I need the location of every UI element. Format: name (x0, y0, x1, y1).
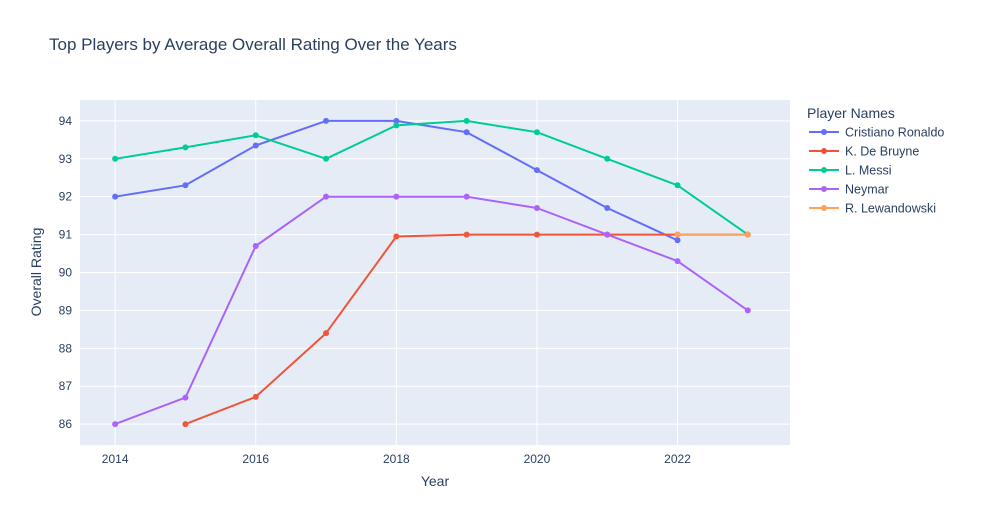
y-tick-labels: 86 87 88 89 90 91 92 93 94 (59, 114, 73, 431)
data-point (604, 231, 611, 238)
data-point (674, 231, 681, 238)
data-point (744, 307, 751, 314)
legend-item[interactable]: L. Messi (809, 164, 892, 178)
series-r-lewandowski (674, 231, 751, 238)
data-point (463, 117, 470, 124)
y-tick-label: 87 (59, 379, 73, 393)
y-axis-title: Overall Rating (28, 228, 44, 317)
x-tick-label: 2020 (524, 452, 551, 466)
data-point (323, 193, 330, 200)
data-point (252, 132, 259, 139)
series-line (114, 195, 749, 426)
series-l-messi (112, 117, 751, 238)
data-point (393, 117, 400, 124)
data-point (323, 117, 330, 124)
x-tick-label: 2014 (102, 452, 129, 466)
data-point (604, 205, 611, 212)
data-point (604, 155, 611, 162)
y-tick-label: 93 (59, 152, 73, 166)
y-tick-label: 90 (59, 266, 73, 280)
legend-item[interactable]: Cristiano Ronaldo (809, 126, 944, 140)
legend-swatch-marker (821, 167, 827, 173)
data-point (463, 129, 470, 136)
data-point (533, 129, 540, 136)
series-line (114, 119, 749, 236)
legend-item[interactable]: K. De Bruyne (809, 145, 919, 159)
data-point (112, 193, 119, 200)
data-point (252, 393, 259, 400)
x-tick-label: 2016 (242, 452, 269, 466)
series-cristiano-ronaldo (112, 117, 681, 244)
legend-swatch-marker (821, 129, 827, 135)
y-tick-label: 92 (59, 190, 73, 204)
data-point (744, 231, 751, 238)
data-point (252, 142, 259, 149)
legend-swatch-marker (821, 148, 827, 154)
series-layer (112, 117, 751, 428)
legend-label: R. Lewandowski (845, 202, 936, 216)
data-point (393, 193, 400, 200)
x-tick-label: 2022 (664, 452, 691, 466)
data-point (393, 233, 400, 240)
data-point (674, 258, 681, 265)
x-tick-labels: 2014 2016 2018 2020 2022 (102, 452, 691, 466)
data-point (674, 182, 681, 189)
legend-label: Neymar (845, 183, 889, 197)
legend-item[interactable]: Neymar (809, 183, 889, 197)
legend-item[interactable]: R. Lewandowski (809, 202, 936, 216)
legend-label: L. Messi (845, 164, 892, 178)
y-tick-label: 89 (59, 303, 73, 317)
data-point (323, 330, 330, 337)
data-point (182, 182, 189, 189)
data-point (463, 231, 470, 238)
y-tick-label: 88 (59, 341, 73, 355)
data-point (112, 421, 119, 428)
data-point (112, 155, 119, 162)
data-point (674, 237, 681, 244)
y-tick-label: 94 (59, 114, 73, 128)
legend-label: Cristiano Ronaldo (845, 126, 944, 140)
data-point (182, 421, 189, 428)
x-tick-label: 2018 (383, 452, 410, 466)
data-point (533, 205, 540, 212)
data-point (252, 242, 259, 249)
data-point (393, 122, 400, 129)
data-point (463, 193, 470, 200)
legend-swatch-marker (821, 205, 827, 211)
legend: Player Names Cristiano Ronaldo K. De Bruy… (807, 105, 944, 216)
y-tick-label: 91 (59, 228, 73, 242)
data-point (533, 231, 540, 238)
chart-title: Top Players by Average Overall Rating Ov… (49, 35, 457, 54)
data-point (182, 394, 189, 401)
legend-label: K. De Bruyne (845, 145, 919, 159)
legend-items: Cristiano Ronaldo K. De Bruyne L. Messi Ney… (809, 126, 944, 216)
data-point (182, 144, 189, 151)
x-axis-title: Year (421, 473, 450, 489)
legend-title: Player Names (807, 105, 895, 121)
data-point (533, 167, 540, 174)
y-tick-label: 86 (59, 417, 73, 431)
data-point (323, 155, 330, 162)
series-neymar (112, 193, 751, 428)
legend-swatch-marker (821, 186, 827, 192)
